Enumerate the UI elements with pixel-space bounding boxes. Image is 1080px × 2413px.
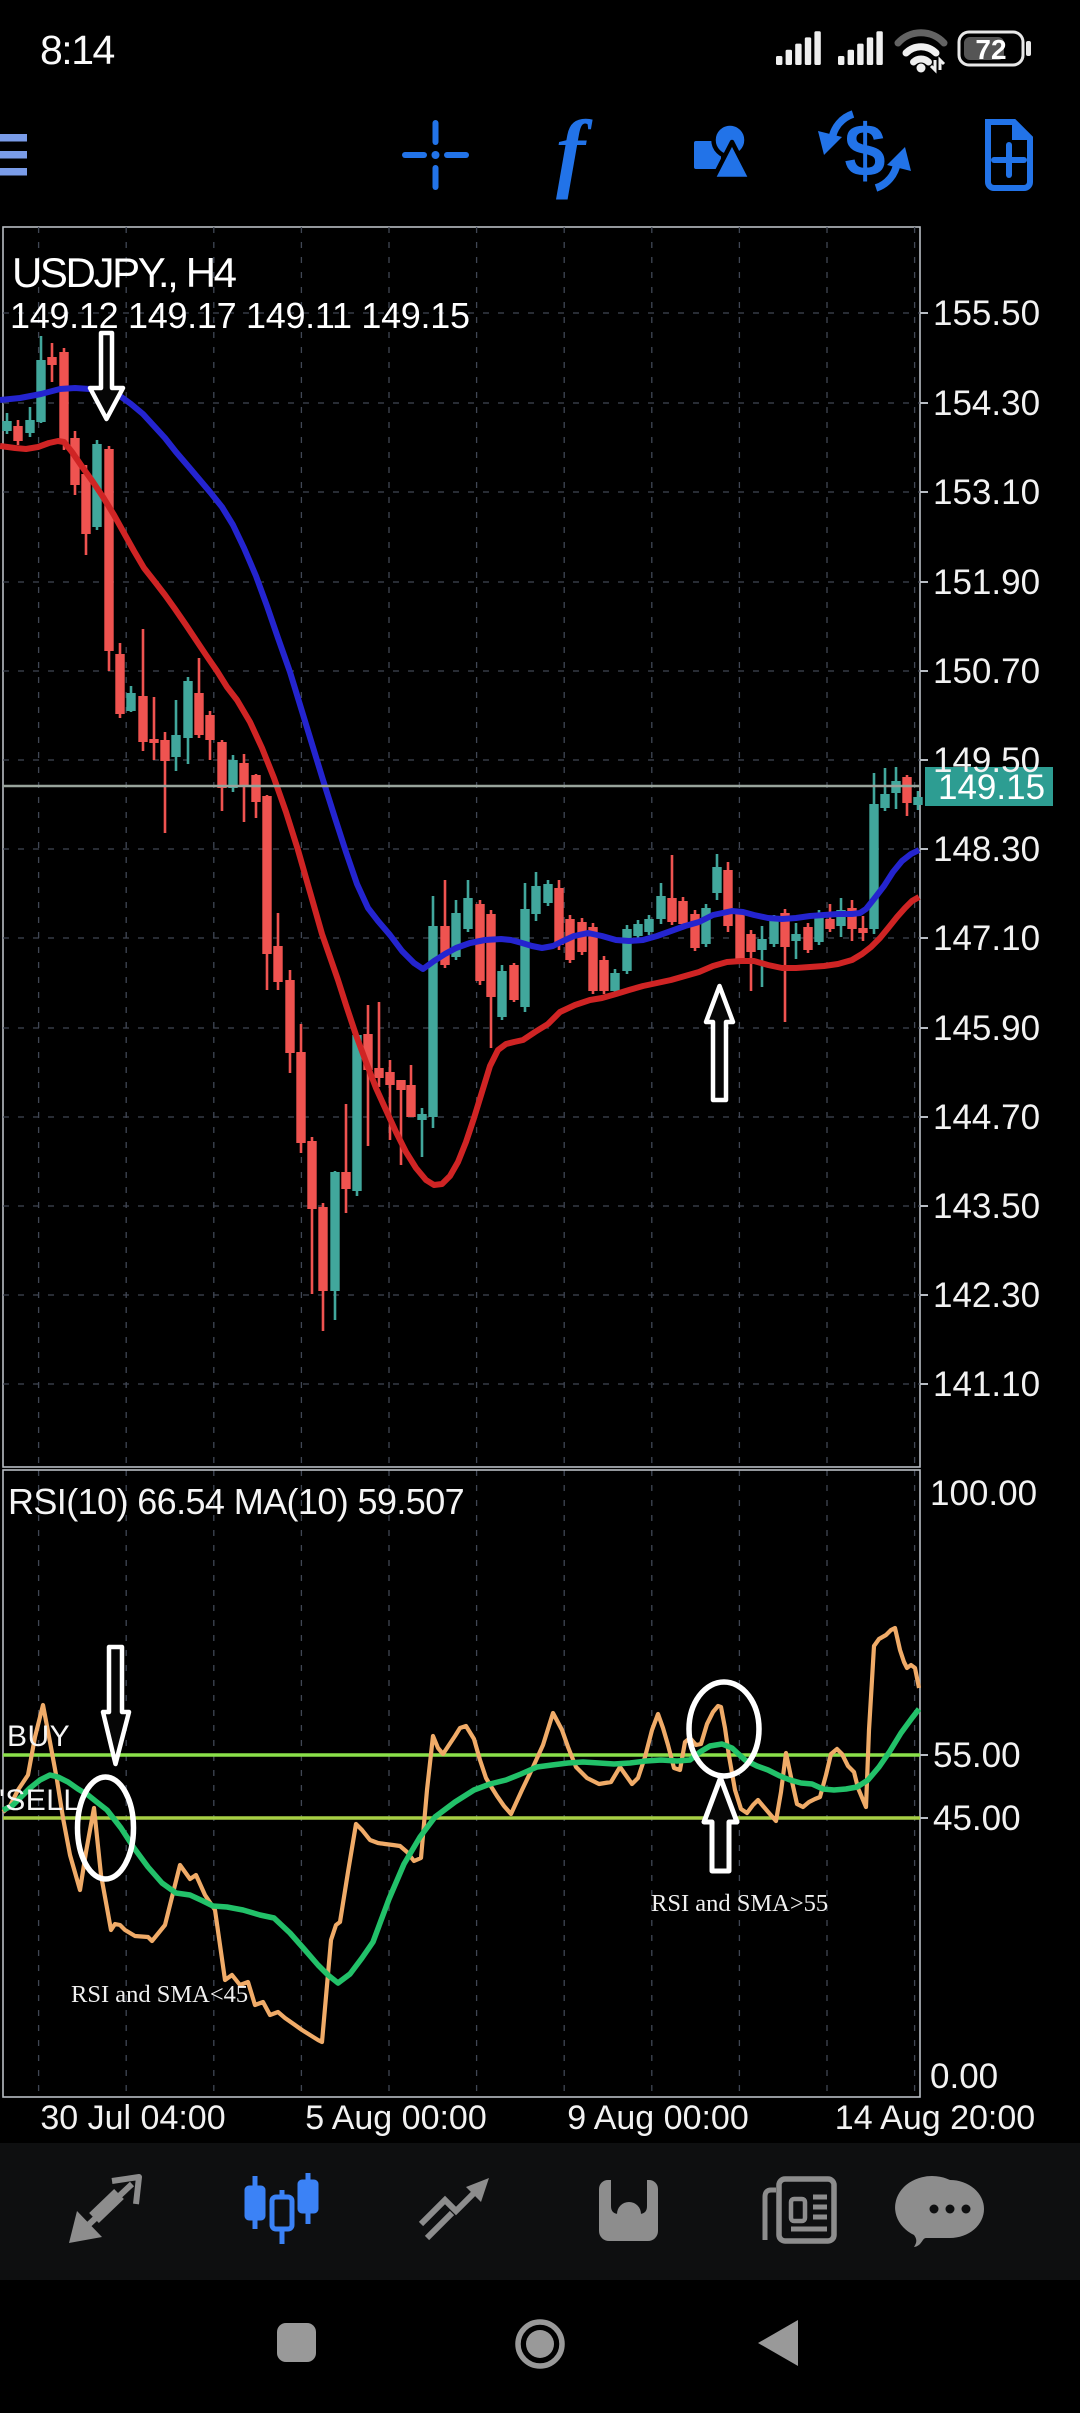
svg-text:144.70: 144.70 (933, 1098, 1040, 1137)
svg-text:149.12 149.17 149.11 149.15: 149.12 149.17 149.11 149.15 (10, 295, 470, 336)
svg-text:$: $ (844, 109, 885, 192)
svg-text:150.70: 150.70 (933, 652, 1040, 691)
svg-text:143.50: 143.50 (933, 1187, 1040, 1226)
svg-text:8:14: 8:14 (40, 27, 114, 73)
svg-text:145.90: 145.90 (933, 1009, 1040, 1048)
svg-text:155.50: 155.50 (933, 294, 1040, 333)
svg-text:0.00: 0.00 (930, 2057, 998, 2096)
svg-text:147.10: 147.10 (933, 919, 1040, 958)
svg-text:45.00: 45.00 (933, 1799, 1021, 1838)
svg-text:153.10: 153.10 (933, 473, 1040, 512)
svg-text:141.10: 141.10 (933, 1365, 1040, 1404)
svg-text:149.15: 149.15 (938, 768, 1045, 807)
svg-text:55.00: 55.00 (933, 1736, 1021, 1775)
svg-text:100.00: 100.00 (930, 1474, 1037, 1513)
svg-text:148.30: 148.30 (933, 830, 1040, 869)
svg-text:14 Aug 20:00: 14 Aug 20:00 (835, 2099, 1035, 2137)
svg-text:5 Aug 00:00: 5 Aug 00:00 (305, 2099, 487, 2137)
svg-text:154.30: 154.30 (933, 384, 1040, 423)
svg-text:'SELL: 'SELL (0, 1784, 81, 1817)
svg-text:RSI(10) 66.54 MA(10) 59.507: RSI(10) 66.54 MA(10) 59.507 (8, 1481, 464, 1522)
svg-text:142.30: 142.30 (933, 1276, 1040, 1315)
svg-text:9 Aug 00:00: 9 Aug 00:00 (567, 2099, 749, 2137)
svg-text:30 Jul 04:00: 30 Jul 04:00 (40, 2099, 225, 2137)
svg-text:149.50: 149.50 (933, 741, 1040, 780)
svg-text:RSI and SMA<45: RSI and SMA<45 (71, 1981, 248, 2008)
svg-text:USDJPY., H4: USDJPY., H4 (12, 249, 237, 296)
svg-text:RSI and SMA>55: RSI and SMA>55 (651, 1890, 828, 1917)
svg-text:72: 72 (975, 34, 1006, 65)
svg-text:BUY: BUY (7, 1720, 70, 1753)
svg-text:151.90: 151.90 (933, 563, 1040, 602)
